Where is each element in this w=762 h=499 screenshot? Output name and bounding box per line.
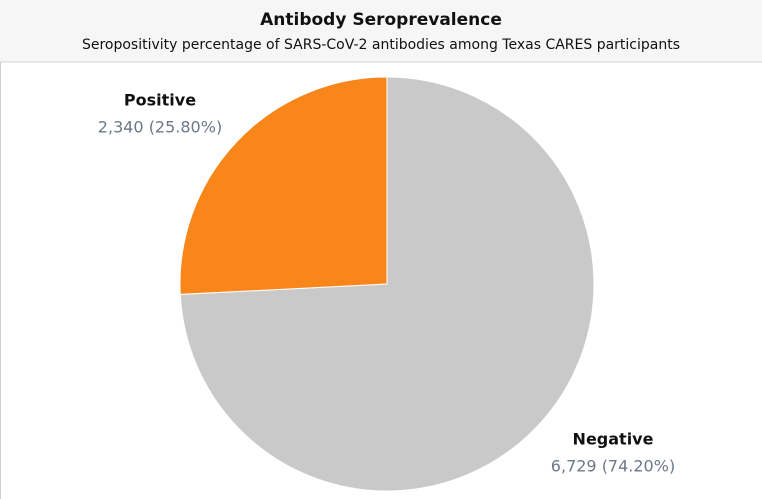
slice-label: Negative <box>573 430 654 449</box>
slice-value-label: 2,340 (25.80%) <box>98 118 222 137</box>
chart-title: Antibody Seroprevalence <box>260 10 502 30</box>
header-band <box>0 0 762 62</box>
chart-subtitle: Seropositivity percentage of SARS-CoV-2 … <box>82 37 680 53</box>
slice-label: Positive <box>124 91 196 110</box>
pie-slice <box>179 76 388 295</box>
slice-value-label: 6,729 (74.20%) <box>551 457 675 476</box>
